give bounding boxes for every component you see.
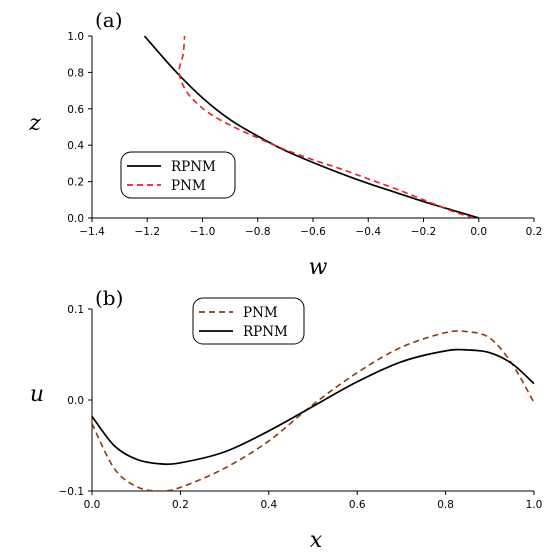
x-tick-label: −0.4 — [356, 226, 382, 238]
y-tick-label: 1.0 — [67, 31, 84, 43]
legend-box — [192, 297, 305, 345]
y-axis-label: z — [28, 111, 41, 136]
y-tick-label: 0.4 — [67, 140, 84, 152]
x-tick-label: 0.0 — [470, 226, 487, 238]
y-tick-label: −0.1 — [59, 486, 85, 498]
legend-label: PNM — [171, 178, 206, 194]
x-tick-label: −1.2 — [135, 226, 161, 238]
legend: PNM RPNM — [192, 297, 305, 345]
x-tick-label: −0.2 — [411, 226, 437, 238]
legend-label: RPNM — [171, 159, 216, 175]
y-tick-label: 0.8 — [67, 67, 84, 79]
x-tick-label: 0.2 — [526, 226, 543, 238]
x-tick-label: 0.8 — [437, 499, 454, 511]
legend-box — [120, 151, 236, 199]
legend-label: RPNM — [243, 324, 288, 340]
x-tick-label: 0.4 — [260, 499, 277, 511]
x-tick-label: 0.0 — [84, 499, 101, 511]
series-line-rpnm — [92, 348, 535, 466]
x-axis-label: x — [310, 528, 323, 553]
y-tick-label: 0.0 — [67, 395, 84, 407]
x-tick-label: 1.0 — [526, 499, 543, 511]
x-tick-label: 0.2 — [172, 499, 189, 511]
y-tick-label: 0.2 — [67, 177, 84, 189]
x-tick-label: −1.4 — [79, 226, 105, 238]
series-line-pnm — [92, 330, 535, 491]
panel-a: −1.4 −1.2 −1.0 −0.8 −0.6 −0.4 −0.2 0.0 0.2 0.0 0.2… — [28, 8, 542, 280]
series-line-pnm — [178, 35, 474, 218]
legend-label: PNM — [243, 305, 278, 321]
series-line-rpnm — [143, 35, 479, 218]
y-tick-label: 0.6 — [67, 104, 84, 116]
panel-label: (a) — [95, 8, 123, 32]
x-axis-label: w — [309, 255, 328, 280]
panel-label: (b) — [95, 286, 123, 310]
y-tick-label: 0.0 — [67, 213, 84, 225]
x-tick-label: −1.0 — [190, 226, 216, 238]
y-axis-label: u — [30, 382, 44, 407]
x-tick-label: −0.6 — [300, 226, 326, 238]
legend: RPNM PNM — [120, 151, 236, 199]
x-tick-label: −0.8 — [245, 226, 271, 238]
x-tick-label: 0.6 — [349, 499, 366, 511]
y-tick-label: 0.1 — [67, 304, 84, 316]
